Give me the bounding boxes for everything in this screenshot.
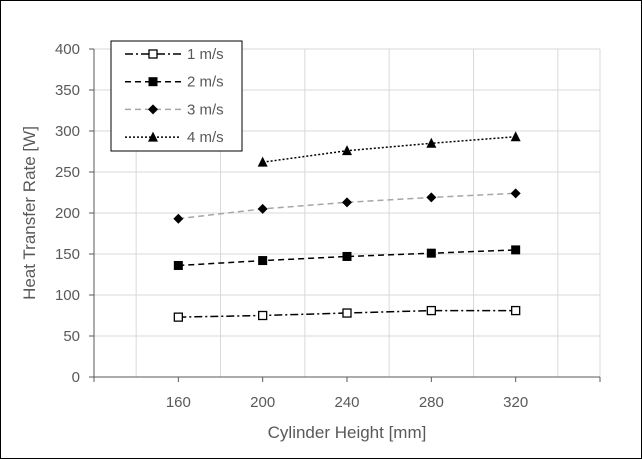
- y-axis-title: Heat Transfer Rate [W]: [20, 126, 39, 300]
- y-tick-label: 250: [55, 164, 80, 181]
- data-point: [257, 203, 268, 214]
- data-point: [257, 156, 268, 167]
- y-tick-label: 100: [55, 287, 80, 304]
- data-point: [510, 188, 521, 199]
- legend-label: 2 m/s: [187, 74, 224, 91]
- x-tick-label: 280: [419, 394, 444, 411]
- data-point: [511, 305, 521, 316]
- x-axis-title: Cylinder Height [mm]: [268, 423, 427, 442]
- series-4: [257, 131, 521, 167]
- y-tick-label: 400: [55, 41, 80, 58]
- legend-item: 1 m/s: [125, 46, 224, 63]
- data-point: [258, 310, 268, 321]
- x-tick-label: 320: [503, 394, 528, 411]
- legend-item: 3 m/s: [125, 101, 224, 118]
- x-tick-label: 240: [334, 394, 359, 411]
- axes: [89, 48, 601, 382]
- legend-marker: [148, 77, 158, 87]
- data-point: [173, 260, 183, 270]
- legend-marker: [148, 104, 158, 115]
- y-tick-label: 0: [72, 369, 80, 386]
- data-point: [173, 312, 183, 322]
- data-point: [426, 305, 436, 316]
- data-point: [342, 251, 352, 261]
- data-point: [342, 308, 352, 318]
- y-tick-label: 50: [63, 328, 80, 345]
- data-point: [511, 245, 521, 255]
- series-3: [173, 188, 521, 224]
- y-tick-label: 350: [55, 82, 80, 99]
- y-tick-label: 150: [55, 246, 80, 263]
- x-tick-label: 160: [166, 394, 191, 411]
- series-1: [173, 305, 521, 322]
- data-point: [342, 197, 352, 208]
- data-point: [426, 192, 437, 203]
- data-point: [342, 145, 352, 156]
- legend-marker: [148, 49, 158, 59]
- data-point: [258, 256, 268, 266]
- legend-item: 4 m/s: [125, 129, 224, 146]
- legend-box: [110, 40, 243, 152]
- data-point: [173, 213, 184, 224]
- x-tick-labels: 160 200 240 280 320: [166, 394, 528, 411]
- y-tick-labels: 0 50 100 150 200 250 300 350 400: [55, 41, 80, 386]
- legend-label: 3 m/s: [187, 101, 224, 118]
- series-line: [262, 135, 516, 163]
- series-2: [173, 245, 521, 270]
- legend-item: 2 m/s: [125, 74, 224, 91]
- series-group: [173, 131, 521, 322]
- data-point: [426, 137, 437, 148]
- x-tick-label: 200: [250, 394, 275, 411]
- y-tick-label: 300: [55, 123, 80, 140]
- y-tick-label: 200: [55, 205, 80, 222]
- series-line: [178, 249, 516, 267]
- legend-label: 4 m/s: [187, 129, 224, 146]
- legend-marker: [148, 131, 158, 142]
- data-point: [426, 248, 436, 258]
- series-line: [178, 192, 516, 220]
- legend: 1 m/s 2 m/s 3 m/s 4 m/s: [110, 40, 243, 152]
- data-point: [510, 131, 521, 142]
- legend-label: 1 m/s: [187, 46, 224, 63]
